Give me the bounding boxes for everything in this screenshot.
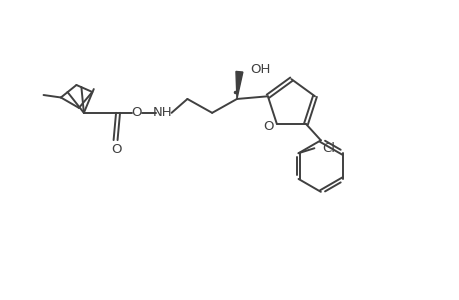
Text: O: O [263,120,274,133]
Text: O: O [111,142,121,155]
Text: OH: OH [250,63,270,76]
Polygon shape [235,71,242,99]
Text: NH: NH [152,106,172,119]
Text: Cl: Cl [322,142,335,155]
Text: O: O [131,106,142,119]
